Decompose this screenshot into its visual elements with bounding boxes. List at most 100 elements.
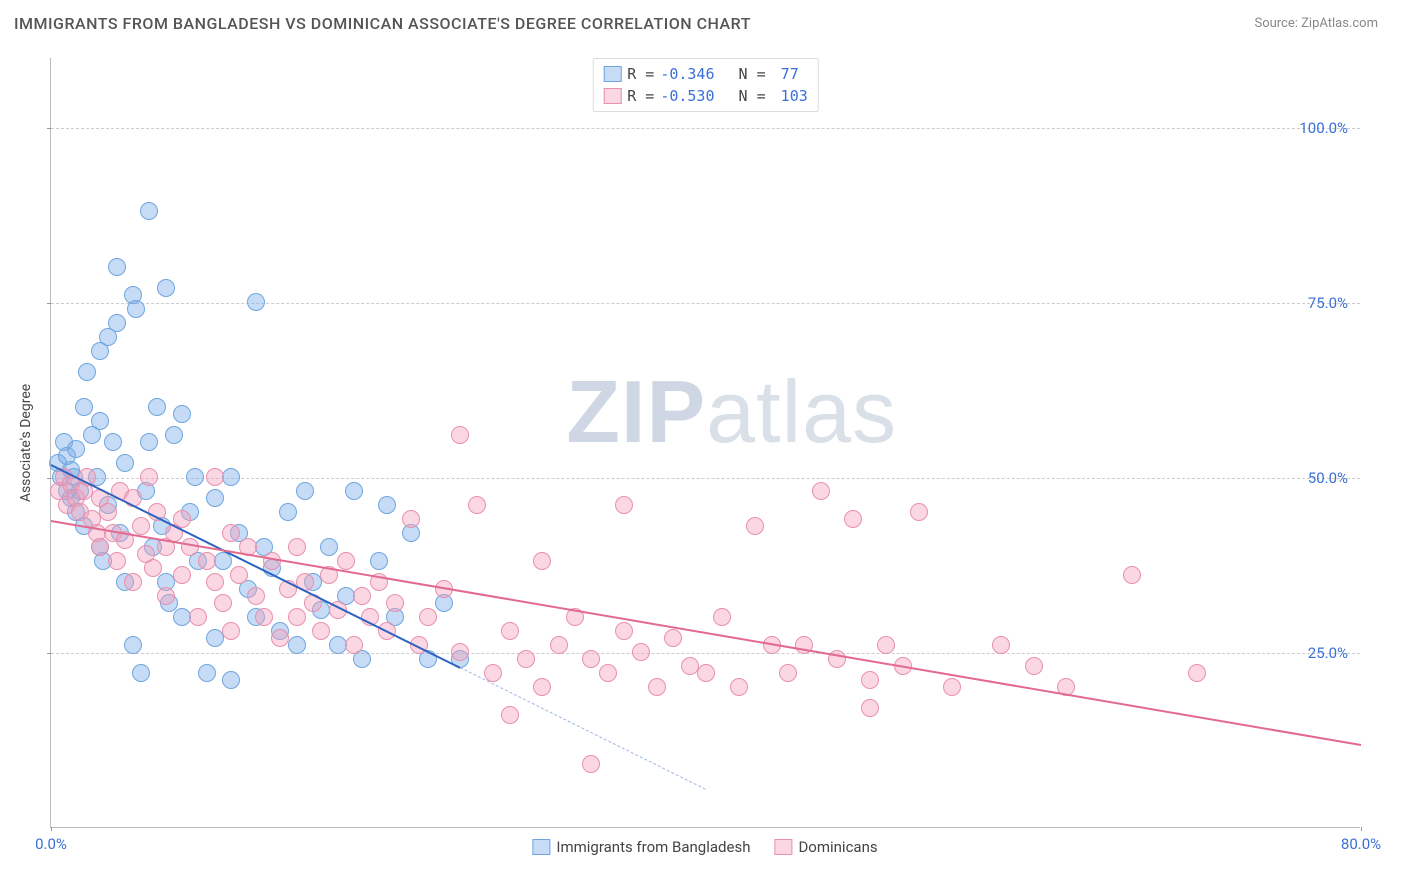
data-point-dominicans bbox=[664, 629, 682, 647]
data-point-dominicans bbox=[1025, 657, 1043, 675]
data-point-dominicans bbox=[337, 552, 355, 570]
plot-region: ZIPatlas R = -0.346 N = 77R = -0.530 N =… bbox=[50, 58, 1360, 828]
source-attribution: Source: ZipAtlas.com bbox=[1254, 16, 1378, 31]
trend-line bbox=[460, 667, 706, 790]
legend-swatch bbox=[603, 88, 621, 104]
data-point-bangladesh bbox=[320, 538, 338, 556]
gridline bbox=[51, 478, 1360, 479]
series-legend: Immigrants from Bangladesh Dominicans bbox=[532, 838, 877, 856]
data-point-bangladesh bbox=[148, 398, 166, 416]
data-point-dominicans bbox=[108, 552, 126, 570]
data-point-dominicans bbox=[1123, 566, 1141, 584]
data-point-bangladesh bbox=[198, 664, 216, 682]
data-point-bangladesh bbox=[222, 468, 240, 486]
data-point-dominicans bbox=[247, 587, 265, 605]
data-point-dominicans bbox=[992, 636, 1010, 654]
data-point-dominicans bbox=[812, 482, 830, 500]
data-point-bangladesh bbox=[206, 489, 224, 507]
series-legend-item-dominicans: Dominicans bbox=[774, 838, 877, 856]
data-point-dominicans bbox=[132, 517, 150, 535]
data-point-bangladesh bbox=[165, 426, 183, 444]
series-legend-label: Dominicans bbox=[798, 838, 877, 856]
data-point-bangladesh bbox=[124, 636, 142, 654]
data-point-dominicans bbox=[173, 566, 191, 584]
data-point-bangladesh bbox=[378, 496, 396, 514]
data-point-dominicans bbox=[648, 678, 666, 696]
data-point-bangladesh bbox=[104, 433, 122, 451]
data-point-dominicans bbox=[599, 664, 617, 682]
x-tick-label: 80.0% bbox=[1341, 835, 1381, 853]
legend-swatch bbox=[774, 839, 792, 855]
data-point-dominicans bbox=[288, 538, 306, 556]
data-point-bangladesh bbox=[75, 398, 93, 416]
data-point-bangladesh bbox=[78, 363, 96, 381]
data-point-dominicans bbox=[533, 678, 551, 696]
gridline bbox=[51, 128, 1360, 129]
data-point-bangladesh bbox=[173, 608, 191, 626]
data-point-bangladesh bbox=[329, 636, 347, 654]
data-point-dominicans bbox=[345, 636, 363, 654]
y-tick-label: 50.0% bbox=[1308, 469, 1348, 487]
data-point-dominicans bbox=[877, 636, 895, 654]
data-point-bangladesh bbox=[108, 314, 126, 332]
legend-swatch bbox=[603, 66, 621, 82]
data-point-dominicans bbox=[144, 559, 162, 577]
data-point-dominicans bbox=[222, 622, 240, 640]
data-point-dominicans bbox=[214, 594, 232, 612]
data-point-dominicans bbox=[844, 510, 862, 528]
data-point-bangladesh bbox=[296, 482, 314, 500]
data-point-dominicans bbox=[861, 699, 879, 717]
data-point-dominicans bbox=[353, 587, 371, 605]
gridline bbox=[51, 653, 1360, 654]
stats-legend-row-bangladesh: R = -0.346 N = 77 bbox=[603, 63, 808, 85]
chart-area: Associate's Degree ZIPatlas R = -0.346 N… bbox=[50, 58, 1360, 828]
series-legend-item-bangladesh: Immigrants from Bangladesh bbox=[532, 838, 750, 856]
y-tick-label: 25.0% bbox=[1308, 644, 1348, 662]
data-point-dominicans bbox=[124, 573, 142, 591]
data-point-bangladesh bbox=[116, 454, 134, 472]
stats-legend-row-dominicans: R = -0.530 N = 103 bbox=[603, 85, 808, 107]
y-tick-label: 75.0% bbox=[1308, 294, 1348, 312]
y-tick-label: 100.0% bbox=[1299, 119, 1348, 137]
data-point-bangladesh bbox=[279, 503, 297, 521]
data-point-dominicans bbox=[501, 622, 519, 640]
data-point-dominicans bbox=[451, 643, 469, 661]
data-point-dominicans bbox=[779, 664, 797, 682]
data-point-dominicans bbox=[288, 608, 306, 626]
data-point-dominicans bbox=[419, 608, 437, 626]
data-point-bangladesh bbox=[108, 258, 126, 276]
data-point-bangladesh bbox=[222, 671, 240, 689]
data-point-dominicans bbox=[730, 678, 748, 696]
data-point-dominicans bbox=[697, 664, 715, 682]
data-point-dominicans bbox=[582, 755, 600, 773]
data-point-dominicans bbox=[582, 650, 600, 668]
data-point-dominicans bbox=[140, 468, 158, 486]
legend-swatch bbox=[532, 839, 550, 855]
series-legend-label: Immigrants from Bangladesh bbox=[556, 838, 750, 856]
trend-line bbox=[51, 520, 1361, 746]
data-point-bangladesh bbox=[186, 468, 204, 486]
data-point-bangladesh bbox=[132, 664, 150, 682]
data-point-dominicans bbox=[517, 650, 535, 668]
data-point-dominicans bbox=[632, 643, 650, 661]
data-point-dominicans bbox=[157, 587, 175, 605]
data-point-bangladesh bbox=[127, 300, 145, 318]
data-point-dominicans bbox=[615, 622, 633, 640]
data-point-dominicans bbox=[99, 503, 117, 521]
data-point-dominicans bbox=[198, 552, 216, 570]
data-point-bangladesh bbox=[288, 636, 306, 654]
data-point-bangladesh bbox=[173, 405, 191, 423]
data-point-dominicans bbox=[451, 426, 469, 444]
x-tick-label: 0.0% bbox=[35, 835, 67, 853]
data-point-bangladesh bbox=[370, 552, 388, 570]
data-point-dominicans bbox=[533, 552, 551, 570]
data-point-dominicans bbox=[681, 657, 699, 675]
data-point-dominicans bbox=[468, 496, 486, 514]
data-point-dominicans bbox=[615, 496, 633, 514]
data-point-dominicans bbox=[402, 510, 420, 528]
data-point-dominicans bbox=[189, 608, 207, 626]
data-point-dominicans bbox=[550, 636, 568, 654]
data-point-dominicans bbox=[746, 517, 764, 535]
data-point-bangladesh bbox=[67, 440, 85, 458]
data-point-dominicans bbox=[91, 538, 109, 556]
